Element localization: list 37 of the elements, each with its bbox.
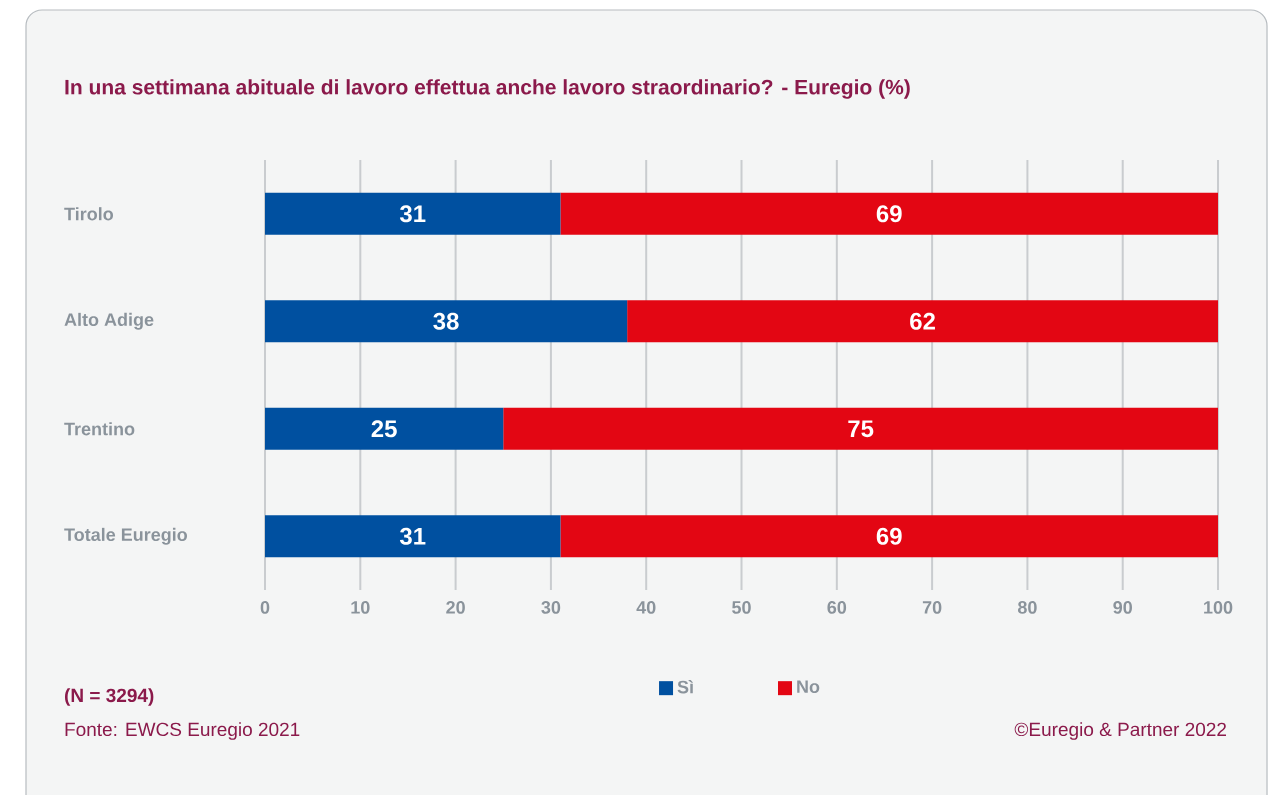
data-label: 69 <box>876 205 902 223</box>
bar <box>265 515 561 558</box>
text: ©Euregio & Partner 2022 <box>1014 722 1226 740</box>
x-tick-label: 10 <box>351 601 370 614</box>
legend-label: Sì <box>677 680 693 694</box>
x-tick-label: 30 <box>541 601 561 614</box>
y-tick-label: Alto Adige <box>64 312 154 330</box>
data-label: 25 <box>371 420 397 438</box>
x-tick-label: 60 <box>827 601 847 614</box>
data-label: 31 <box>399 205 426 223</box>
bar <box>560 515 1219 558</box>
data-label: 31 <box>399 527 426 545</box>
bar <box>560 192 1219 235</box>
x-tick-label: 0 <box>260 601 270 614</box>
source-note: Fonte: EWCS Euregio 2021 <box>65 722 300 740</box>
x-tick-label: 70 <box>922 601 942 614</box>
legend-label: No <box>797 680 820 694</box>
data-label: 38 <box>433 312 459 330</box>
y-tick-label: Totale Euregio <box>64 527 187 545</box>
bar <box>265 300 628 343</box>
x-tick-label: 40 <box>636 601 656 614</box>
y-tick-label: Trentino <box>64 422 135 436</box>
bar <box>627 300 1219 343</box>
bar <box>265 407 504 450</box>
text: (N = 3294) <box>64 688 154 706</box>
data-label: 69 <box>876 527 902 545</box>
bar <box>265 192 561 235</box>
x-tick-label: 50 <box>732 601 751 614</box>
x-tick-label: 100 <box>1204 601 1233 614</box>
x-tick-label: 80 <box>1017 601 1037 614</box>
x-tick-label: 90 <box>1113 601 1132 614</box>
data-label: 62 <box>910 312 935 330</box>
bar <box>503 407 1219 450</box>
chart-title: In una settimana abituale di lavoro effettua anche lavoro straordinario? - Euregio (%) <box>65 79 910 99</box>
y-tick-label: Tirolo <box>64 207 113 221</box>
data-label: 75 <box>848 420 874 438</box>
x-tick-label: 20 <box>446 601 465 614</box>
